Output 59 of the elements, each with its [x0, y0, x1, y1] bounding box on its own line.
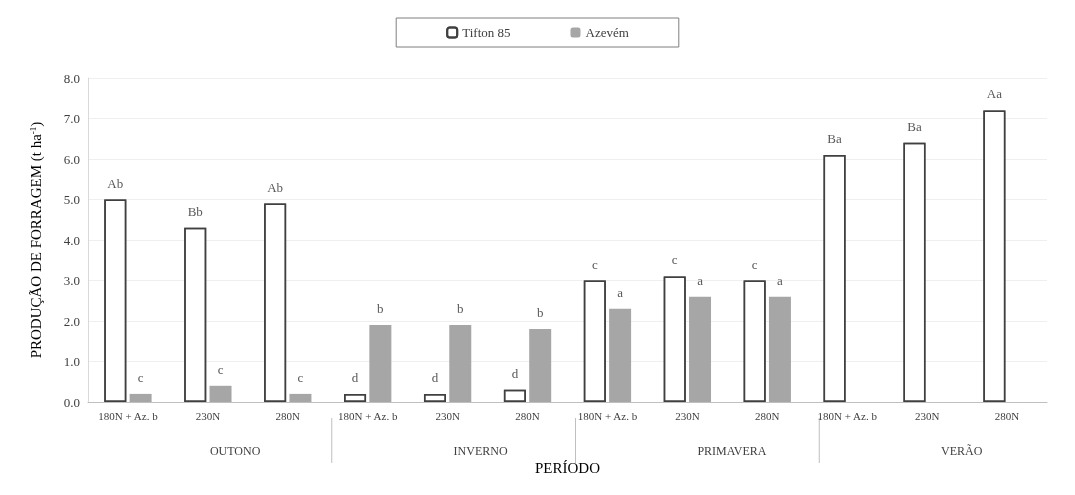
y-tick-label: 4.0	[63, 232, 80, 248]
bar	[768, 296, 791, 402]
legend-label: Azevém	[585, 25, 629, 40]
x-tick-label: 230N	[675, 409, 700, 422]
x-tick-label: 180N + Az. b	[817, 409, 878, 422]
data-label: Ba	[827, 130, 842, 146]
y-tick-label: 7.0	[63, 111, 80, 126]
data-label: d	[511, 365, 519, 381]
data-label: d	[431, 369, 439, 385]
data-label: a	[777, 272, 784, 288]
data-label: b	[377, 301, 384, 317]
data-label: b	[536, 305, 544, 321]
x-tick-label: 280N	[994, 409, 1020, 422]
bar	[609, 308, 632, 402]
text: VERÃO	[941, 444, 983, 458]
y-tick-label: 1.0	[63, 354, 80, 369]
x-tick-label: 180N + Az. b	[577, 409, 638, 422]
x-axis-title: PERÍODO	[534, 459, 601, 476]
y-tick-label: 6.0	[63, 151, 80, 167]
text: OUTONO	[209, 444, 261, 458]
bar	[369, 325, 392, 402]
x-tick-label: 230N	[195, 409, 221, 422]
bar	[289, 393, 312, 402]
bar	[689, 296, 712, 402]
y-tick-label: 5.0	[63, 192, 80, 207]
legend-label: Tifton 85	[462, 25, 511, 40]
data-label: d	[351, 369, 359, 385]
bar	[529, 329, 552, 402]
y-tick-label: 8.0	[63, 70, 80, 86]
bar	[449, 325, 472, 402]
data-label: b	[457, 301, 464, 317]
data-label: Bb	[187, 203, 203, 219]
y-tick-label: 2.0	[63, 313, 80, 329]
data-label: Ba	[907, 118, 922, 134]
data-label: c	[671, 252, 678, 268]
data-label: c	[751, 256, 758, 272]
data-label: c	[591, 256, 598, 272]
data-label: c	[297, 369, 304, 385]
data-label: a	[697, 272, 704, 288]
y-tick-label: 3.0	[63, 273, 80, 288]
data-label: Aa	[986, 86, 1003, 102]
x-tick-label: 280N	[275, 409, 301, 422]
x-tick-label: 230N	[435, 409, 460, 422]
y-axis-title: PRODUÇÃO DE FORRAGEM (t ha-1)	[27, 121, 45, 359]
bar	[209, 385, 232, 402]
x-tick-label: 180N + Az. b	[338, 409, 398, 422]
text: INVERNO	[453, 444, 508, 458]
data-label: c	[137, 369, 144, 385]
x-tick-label: 180N + Az. b	[98, 409, 159, 422]
data-label: Ab	[107, 175, 124, 191]
x-tick-label: 230N	[914, 409, 940, 422]
bar	[129, 393, 152, 402]
data-label: a	[617, 284, 624, 300]
y-tick-label: 0.0	[63, 394, 80, 410]
data-label: Ab	[267, 179, 284, 195]
text: PRIMAVERA	[697, 444, 767, 458]
x-tick-label: 280N	[755, 409, 780, 422]
x-tick-label: 280N	[515, 409, 540, 422]
data-label: c	[217, 361, 224, 377]
